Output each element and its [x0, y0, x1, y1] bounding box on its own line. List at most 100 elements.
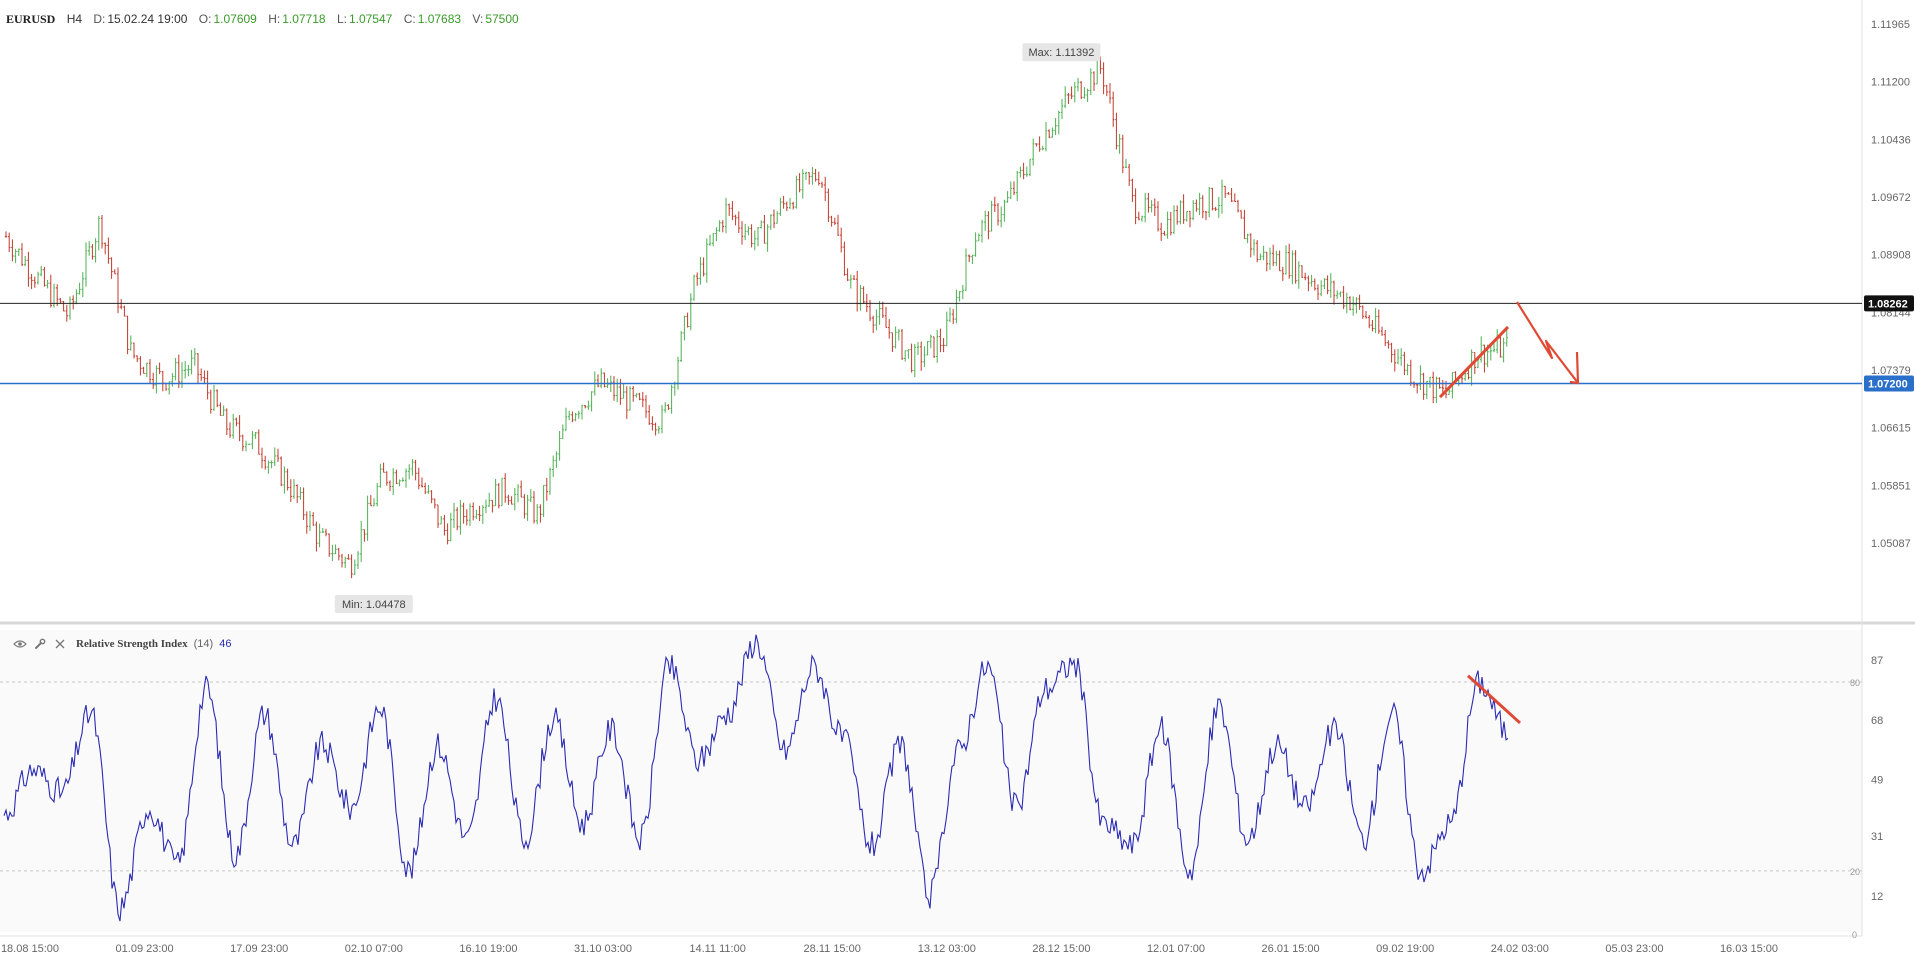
candle: [968, 254, 971, 263]
candle: [372, 498, 376, 507]
candle: [564, 407, 568, 431]
candle: [977, 233, 980, 242]
candle: [507, 494, 510, 506]
candle: [894, 326, 897, 349]
candle: [936, 329, 939, 363]
candle: [542, 484, 545, 518]
candle: [100, 215, 104, 249]
candle: [974, 232, 977, 257]
eye-icon[interactable]: [12, 636, 28, 652]
rsi-descending-trendline: [1466, 674, 1522, 725]
candle: [817, 171, 820, 186]
candle: [1336, 290, 1339, 299]
candle: [910, 343, 913, 373]
candle: [366, 495, 369, 541]
candle: [990, 200, 993, 232]
candle: [728, 203, 731, 217]
candle: [190, 349, 193, 375]
candle: [1396, 348, 1400, 365]
candle: [1064, 86, 1067, 109]
candle: [414, 459, 417, 481]
candle: [1080, 81, 1083, 100]
candle: [158, 362, 161, 375]
candle: [1214, 207, 1217, 211]
candle: [1220, 179, 1224, 214]
candle: [811, 167, 814, 185]
candle: [174, 357, 177, 381]
candle: [1115, 112, 1118, 150]
wrench-icon[interactable]: [32, 636, 48, 652]
candle: [401, 477, 404, 482]
candle: [1163, 230, 1166, 236]
price-tick-label: 1.08908: [1871, 250, 1911, 262]
candle: [1342, 286, 1345, 310]
candle: [644, 395, 648, 418]
candle: [235, 417, 238, 427]
candle: [1393, 349, 1396, 372]
candle: [993, 196, 996, 212]
candle: [798, 173, 801, 193]
candle: [452, 502, 456, 529]
candle: [1297, 261, 1300, 289]
candle: [891, 332, 894, 352]
candle: [683, 315, 686, 341]
time-tick-label: 13.12 03:00: [918, 943, 976, 955]
candle: [939, 328, 942, 353]
time-tick-label: 14.11 11:00: [689, 943, 745, 955]
candle: [8, 232, 11, 253]
candle: [980, 219, 984, 243]
candle: [1284, 245, 1288, 275]
candle: [40, 265, 43, 277]
candle: [350, 554, 353, 579]
candle: [1489, 345, 1492, 361]
candle: [1112, 91, 1115, 127]
candle: [232, 413, 235, 439]
candle: [1310, 274, 1313, 287]
candle: [680, 330, 683, 362]
ohlc-header: EURUSD H4 D: 15.02.24 19:00 O: 1.07609 H: 1…: [6, 12, 527, 27]
candle: [705, 238, 708, 283]
candle: [1268, 247, 1272, 270]
close-icon[interactable]: [52, 636, 68, 652]
candle: [833, 217, 836, 225]
candle: [1057, 110, 1060, 135]
candle: [1304, 272, 1307, 281]
candle: [446, 523, 449, 545]
candle: [660, 404, 664, 434]
candle: [731, 201, 734, 221]
candle: [1150, 200, 1153, 213]
candle: [59, 297, 62, 304]
candle: [1044, 122, 1048, 152]
candle: [267, 460, 270, 474]
candle: [248, 443, 251, 445]
candle: [1361, 305, 1364, 319]
candle: [398, 479, 401, 487]
candle: [804, 171, 808, 180]
candle: [148, 358, 152, 384]
candle: [532, 491, 536, 524]
candle: [36, 271, 40, 285]
candle: [1060, 98, 1064, 119]
candle: [536, 504, 539, 525]
candle: [1022, 162, 1025, 180]
candle: [1403, 351, 1406, 376]
candle: [1188, 210, 1192, 228]
time-tick-label: 24.02 03:00: [1491, 943, 1549, 955]
candle: [849, 274, 852, 289]
candle: [1009, 181, 1012, 199]
candle: [1108, 83, 1112, 104]
candle: [1201, 195, 1204, 219]
candle: [862, 286, 865, 304]
candle: [836, 214, 840, 236]
candle: [1156, 201, 1160, 232]
candle: [427, 484, 430, 494]
candle: [1432, 371, 1435, 404]
candle: [664, 402, 667, 413]
time-tick-label: 09.02 19:00: [1376, 943, 1434, 955]
candle: [216, 389, 219, 408]
candle: [779, 197, 782, 216]
price-tick-label: 1.05087: [1871, 538, 1911, 550]
candle: [4, 231, 8, 238]
